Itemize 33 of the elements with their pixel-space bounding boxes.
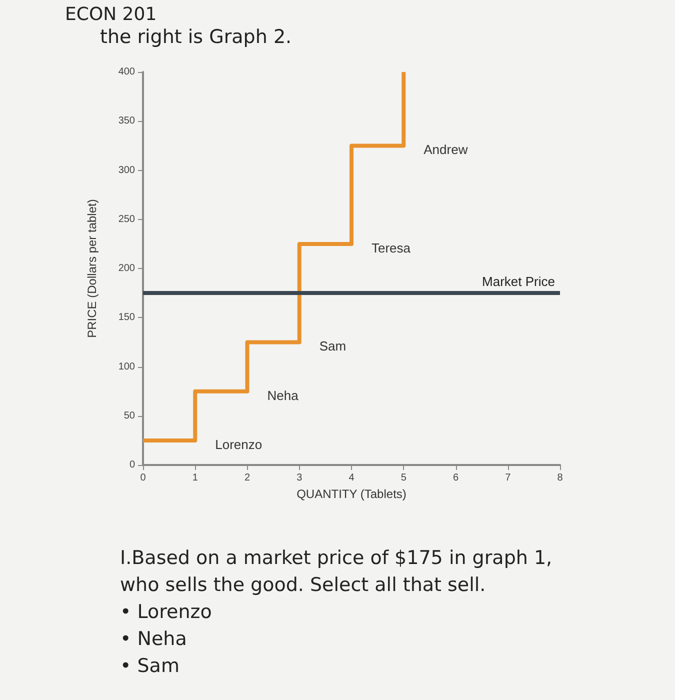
annotation: Lorenzo bbox=[215, 436, 262, 452]
y-tick-label: 350 bbox=[118, 116, 136, 127]
text: • Lorenzo bbox=[120, 600, 213, 625]
x-axis-title: QUANTITY (Tablets) bbox=[296, 486, 406, 501]
annotation: Andrew bbox=[424, 142, 468, 158]
x-tick-label: 4 bbox=[348, 472, 355, 484]
y-tick-label: 0 bbox=[129, 460, 136, 470]
ref-line-label: Market Price bbox=[482, 274, 555, 290]
annotation: Neha bbox=[267, 388, 300, 403]
x-tick-label: 5 bbox=[400, 472, 407, 484]
text: • Sam bbox=[120, 654, 180, 679]
y-tick-label: 300 bbox=[118, 164, 136, 176]
text: who sells the good. Select all that sell. bbox=[120, 573, 487, 598]
x-tick-label: 7 bbox=[505, 472, 512, 484]
y-tick-label: 100 bbox=[118, 361, 136, 372]
y-tick-label: 150 bbox=[118, 312, 136, 324]
chart-subtitle: the right is Graph 2. bbox=[100, 26, 292, 48]
text: I.Based on a market price of $175 in graph 1, bbox=[120, 546, 552, 571]
annotation: Teresa bbox=[372, 240, 412, 256]
x-tick-label: 0 bbox=[140, 472, 146, 484]
annotation: Sam bbox=[319, 338, 346, 354]
chart-title: ECON 201 bbox=[65, 4, 157, 25]
x-tick-label: 2 bbox=[244, 472, 250, 484]
x-tick-label: 6 bbox=[452, 472, 459, 484]
x-tick-label: 3 bbox=[296, 472, 303, 484]
y-axis-title: PRICE (Dollars per tablet) bbox=[85, 199, 99, 338]
y-tick-label: 400 bbox=[118, 66, 136, 78]
text: • Neha bbox=[120, 627, 188, 652]
y-tick-label: 200 bbox=[118, 263, 136, 274]
x-tick-label: 1 bbox=[192, 472, 198, 484]
x-tick-label: 8 bbox=[557, 472, 564, 484]
y-tick-label: 250 bbox=[118, 214, 136, 225]
y-tick-label: 50 bbox=[124, 410, 136, 422]
